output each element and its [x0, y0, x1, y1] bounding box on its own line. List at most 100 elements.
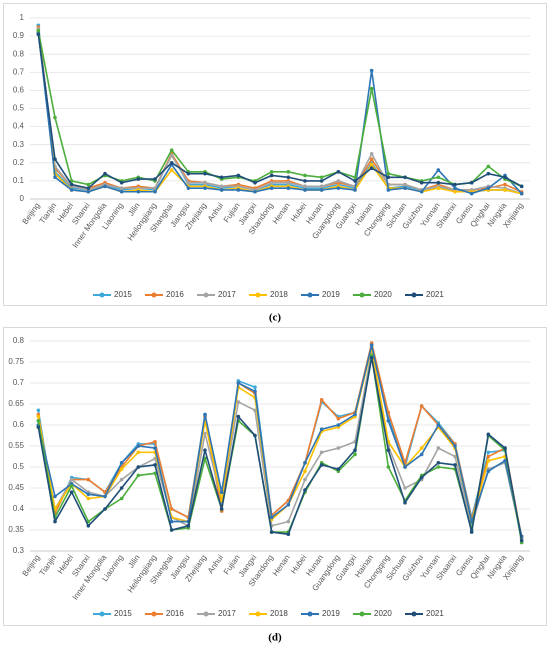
data-point	[169, 519, 174, 524]
data-point	[219, 507, 224, 511]
series-line	[37, 32, 523, 195]
data-point	[203, 180, 207, 185]
data-point	[419, 475, 424, 480]
data-point	[419, 189, 424, 194]
data-point	[203, 448, 207, 453]
data-point	[153, 440, 157, 444]
data-point	[103, 507, 107, 511]
data-point	[169, 168, 174, 172]
series-line	[37, 357, 523, 541]
data-point	[219, 175, 224, 180]
legend-marker	[411, 611, 417, 617]
data-point	[486, 450, 491, 455]
y-tick-label: 0	[20, 194, 25, 203]
legend-label: 2021	[426, 609, 444, 618]
data-point	[369, 157, 374, 161]
data-point	[119, 461, 124, 465]
data-point	[353, 412, 357, 417]
data-point	[253, 389, 257, 394]
data-point	[453, 444, 457, 448]
y-tick-label: 0.65	[8, 399, 24, 408]
data-point	[69, 484, 74, 488]
data-point	[403, 182, 407, 187]
data-point	[336, 170, 341, 174]
series-line	[37, 30, 522, 195]
data-point	[219, 490, 224, 495]
panel-frame	[3, 3, 547, 306]
data-point	[353, 452, 357, 457]
data-point	[136, 473, 141, 478]
data-point	[153, 189, 157, 194]
data-point	[286, 180, 291, 185]
data-point	[303, 179, 307, 183]
data-point	[153, 177, 157, 181]
data-point	[269, 180, 274, 185]
data-point	[203, 186, 207, 190]
data-point	[436, 168, 441, 172]
data-point	[236, 414, 241, 419]
y-tick-label: 0.45	[8, 483, 24, 492]
data-point	[303, 469, 307, 474]
data-point	[86, 186, 91, 190]
data-point	[403, 186, 407, 190]
legend-label: 2015	[114, 609, 132, 618]
y-tick-label: 0.9	[13, 31, 25, 40]
y-tick-label: 0.5	[13, 462, 25, 471]
data-point	[53, 157, 57, 161]
data-point	[403, 486, 407, 490]
legend-marker	[151, 611, 157, 617]
data-point	[436, 186, 441, 190]
legend-label: 2018	[270, 609, 288, 618]
y-tick-label: 0.4	[13, 504, 25, 513]
series-line	[37, 25, 522, 195]
data-point	[119, 186, 124, 190]
data-point	[136, 177, 141, 181]
data-point	[186, 524, 191, 528]
legend-label: 2016	[166, 609, 184, 618]
data-point	[436, 446, 441, 450]
series-line	[37, 355, 523, 543]
data-point	[36, 414, 41, 419]
data-point	[336, 179, 341, 183]
data-point	[119, 477, 124, 482]
data-point	[303, 477, 307, 482]
data-point	[86, 189, 91, 194]
y-tick-label: 0.8	[13, 49, 25, 58]
data-point	[136, 189, 141, 194]
data-point	[219, 184, 224, 189]
data-point	[103, 171, 107, 176]
y-tick-label: 0.6	[13, 420, 25, 429]
legend-marker	[203, 292, 209, 298]
data-point	[336, 446, 341, 450]
data-point	[219, 188, 224, 192]
series-line	[37, 30, 522, 188]
data-point	[203, 412, 207, 417]
data-point	[369, 151, 374, 156]
data-point	[319, 450, 324, 455]
series-line	[37, 351, 523, 539]
data-point	[386, 171, 391, 176]
data-point	[419, 452, 424, 457]
data-point	[53, 519, 57, 524]
data-point	[69, 490, 74, 495]
data-point	[186, 180, 191, 185]
data-point	[336, 416, 341, 421]
legend-label: 2017	[218, 290, 236, 299]
data-point	[319, 184, 324, 189]
data-point	[353, 179, 357, 183]
data-point	[336, 467, 341, 471]
x-tick-label: Tianjin	[38, 553, 59, 577]
data-point	[353, 448, 357, 453]
data-point	[253, 385, 257, 390]
data-point	[369, 86, 374, 91]
data-point	[436, 461, 441, 465]
data-point	[36, 408, 41, 413]
caption: (c)	[269, 312, 282, 324]
y-tick-label: 0.8	[13, 336, 25, 345]
data-point	[69, 477, 74, 482]
series-line	[37, 347, 523, 537]
x-tick-label: Henan	[271, 201, 292, 225]
y-tick-label: 1	[20, 13, 25, 22]
data-point	[486, 454, 491, 459]
data-point	[86, 524, 91, 528]
